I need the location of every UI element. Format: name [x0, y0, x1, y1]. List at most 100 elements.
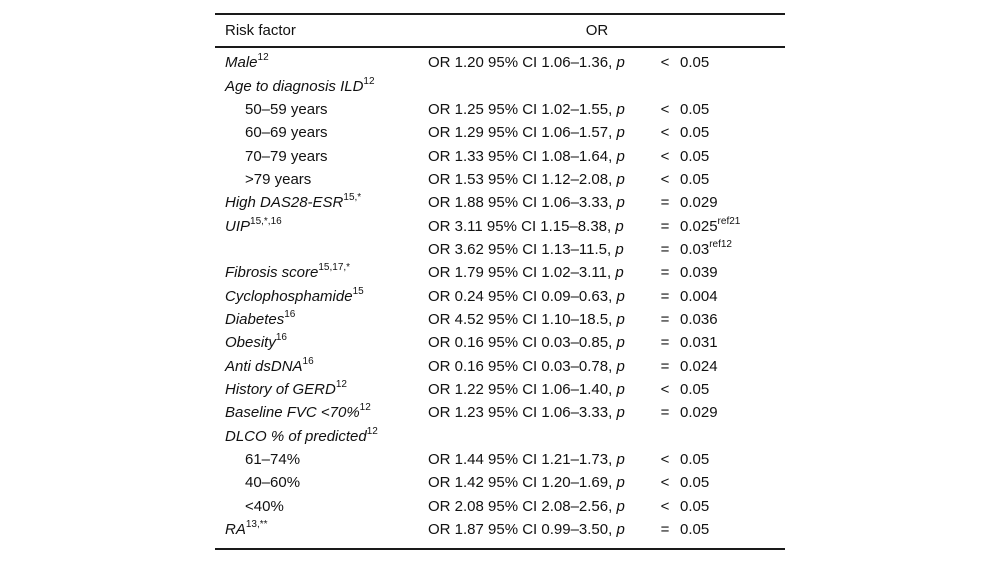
risk-factor-superscript: 12: [359, 402, 371, 414]
table-row: Baseline FVC <70%12 OR 1.23 95% CI 1.06–…: [215, 401, 785, 424]
risk-factor-superscript: 16: [302, 355, 314, 367]
p-symbol: p: [616, 287, 625, 305]
or-ci-cell: OR 1.20 95% CI 1.06–1.36, p: [428, 54, 650, 71]
table-body: Male12 OR 1.20 95% CI 1.06–1.36, p < 0.0…: [215, 48, 785, 551]
risk-factor-label: RA: [225, 521, 246, 539]
or-ci-cell: OR 0.16 95% CI 0.03–0.85, p: [428, 334, 650, 351]
p-value-cell: 0.036: [680, 311, 785, 328]
table-header-row: Risk factor OR: [215, 15, 785, 48]
or-ci-text: OR 1.33 95% CI 1.08–1.64,: [428, 147, 617, 165]
risk-factor-label: 40–60%: [245, 474, 301, 492]
risk-factor-superscript: 12: [363, 75, 375, 87]
p-operator-cell: <: [660, 497, 670, 515]
p-symbol: p: [615, 264, 624, 282]
p-symbol: p: [616, 170, 625, 188]
p-value-cell: 0.05: [680, 381, 785, 398]
p-operator-cell: =: [660, 194, 670, 212]
risk-factor-label: Anti dsDNA: [225, 357, 303, 375]
table-row: History of GERD12 OR 1.22 95% CI 1.06–1.…: [215, 378, 785, 401]
p-operator-cell: =: [660, 217, 670, 235]
risk-factor-label: Cyclophosphamide: [225, 287, 353, 305]
or-ci-cell: OR 1.29 95% CI 1.06–1.57, p: [428, 124, 650, 141]
p-symbol: p: [616, 380, 625, 398]
table-row: 40–60% OR 1.42 95% CI 1.20–1.69, p < 0.0…: [215, 471, 785, 494]
or-ci-cell: OR 1.25 95% CI 1.02–1.55, p: [428, 101, 650, 118]
p-operator-cell: =: [660, 287, 670, 305]
p-operator-cell: <: [660, 124, 670, 142]
or-ci-text: OR 3.11 95% CI 1.15–8.38,: [428, 217, 616, 235]
risk-factor-cell: <40%: [215, 498, 428, 515]
p-value: 0.05: [680, 170, 710, 188]
p-operator-cell: =: [660, 264, 670, 282]
table-row: OR 3.62 95% CI 1.13–11.5, p = 0.03ref12: [215, 238, 785, 261]
risk-factor-label: 50–59 years: [245, 100, 328, 118]
risk-factor-column-header: Risk factor: [225, 22, 296, 39]
risk-factor-cell: 60–69 years: [215, 124, 428, 141]
risk-factor-cell: >79 years: [215, 171, 428, 188]
risk-factor-or-table: Risk factor OR Male12 OR 1.20 95% CI 1.0…: [215, 13, 785, 551]
or-ci-cell: OR 3.11 95% CI 1.15–8.38, p: [428, 218, 650, 235]
risk-factor-cell: 61–74%: [215, 451, 428, 468]
risk-factor-superscript: 16: [284, 308, 296, 320]
p-value-cell: 0.05: [680, 474, 785, 491]
risk-factor-label: >79 years: [245, 170, 312, 188]
or-ci-text: OR 4.52 95% CI 1.10–18.5,: [428, 310, 617, 328]
p-operator-cell: =: [660, 404, 670, 422]
p-value-cell: 0.029: [680, 194, 785, 211]
p-value-cell: 0.025ref21: [680, 215, 785, 235]
table-row: RA13,** OR 1.87 95% CI 0.99–3.50, p = 0.…: [215, 518, 785, 541]
or-ci-text: OR 1.42 95% CI 1.20–1.69,: [428, 474, 617, 492]
p-symbol: p: [616, 124, 625, 142]
or-ci-text: OR 1.25 95% CI 1.02–1.55,: [428, 100, 617, 118]
p-operator-cell: <: [660, 380, 670, 398]
p-symbol: p: [615, 217, 624, 235]
table-row: Cyclophosphamide15 OR 0.24 95% CI 0.09–0…: [215, 284, 785, 307]
or-ci-cell: OR 0.16 95% CI 0.03–0.78, p: [428, 358, 650, 375]
or-ci-text: OR 1.53 95% CI 1.12–2.08,: [428, 170, 617, 188]
table-row: <40% OR 2.08 95% CI 2.08–2.56, p < 0.05: [215, 495, 785, 518]
table-row: >79 years OR 1.53 95% CI 1.12–2.08, p < …: [215, 168, 785, 191]
p-operator-cell: =: [660, 310, 670, 328]
risk-factor-label: DLCO % of predicted: [225, 427, 367, 445]
risk-factor-label: 70–79 years: [245, 147, 328, 165]
p-symbol: p: [616, 194, 625, 212]
or-ci-text: OR 0.16 95% CI 0.03–0.85,: [428, 334, 617, 352]
p-value-cell: 0.05: [680, 451, 785, 468]
risk-factor-label: History of GERD: [225, 380, 336, 398]
p-operator-cell: <: [660, 100, 670, 118]
p-value: 0.05: [680, 380, 710, 398]
or-ci-text: OR 3.62 95% CI 1.13–11.5,: [428, 240, 616, 258]
or-ci-text: OR 1.88 95% CI 1.06–3.33,: [428, 194, 617, 212]
p-value: 0.05: [680, 497, 710, 515]
p-symbol: p: [616, 310, 625, 328]
p-symbol: p: [615, 240, 624, 258]
p-operator-cell: =: [660, 334, 670, 352]
or-ci-text: OR 1.23 95% CI 1.06–3.33,: [428, 404, 617, 422]
p-operator-cell: =: [660, 521, 670, 539]
table-row: Diabetes16 OR 4.52 95% CI 1.10–18.5, p =…: [215, 308, 785, 331]
or-ci-cell: OR 1.79 95% CI 1.02–3.11, p: [428, 264, 650, 281]
risk-factor-superscript: 15,*: [343, 192, 362, 204]
p-value: 0.05: [680, 100, 710, 118]
or-ci-text: OR 1.79 95% CI 1.02–3.11,: [428, 264, 616, 282]
p-value-cell: 0.05: [680, 54, 785, 71]
p-value-cell: 0.05: [680, 171, 785, 188]
risk-factor-cell: History of GERD12: [215, 379, 428, 398]
p-symbol: p: [616, 521, 625, 539]
p-value-cell: 0.029: [680, 404, 785, 421]
p-value-superscript: ref21: [717, 215, 741, 227]
risk-factor-cell: DLCO % of predicted12: [215, 426, 428, 445]
risk-factor-superscript: 15,17,*: [318, 262, 351, 274]
risk-factor-cell: Anti dsDNA16: [215, 355, 428, 375]
p-value: 0.05: [680, 474, 710, 492]
risk-factor-label: UIP: [225, 217, 251, 235]
risk-factor-superscript: 15,*,16: [250, 215, 282, 227]
p-symbol: p: [616, 404, 625, 422]
table-row: UIP15,*,16 OR 3.11 95% CI 1.15–8.38, p =…: [215, 214, 785, 237]
risk-factor-cell: 70–79 years: [215, 148, 428, 165]
p-value: 0.05: [680, 521, 710, 539]
p-value-cell: 0.05: [680, 498, 785, 515]
p-operator-cell: <: [660, 147, 670, 165]
p-symbol: p: [616, 497, 625, 515]
p-value-cell: 0.024: [680, 358, 785, 375]
